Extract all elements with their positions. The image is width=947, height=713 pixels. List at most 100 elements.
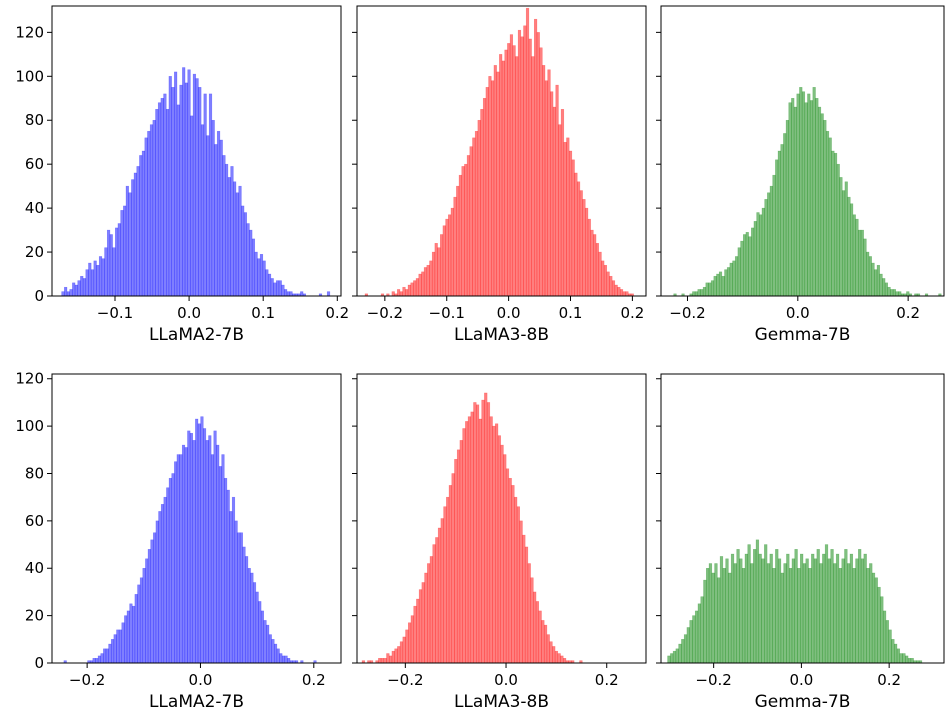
histogram-bar: [866, 251, 870, 296]
histogram-bar: [670, 653, 674, 663]
histogram-bar: [218, 466, 222, 663]
histogram-bar: [184, 82, 188, 296]
histogram-bar: [550, 91, 554, 296]
histogram-bar: [474, 130, 479, 296]
histogram-bar: [98, 256, 103, 296]
histogram-bar: [868, 256, 872, 296]
histogram-bar: [842, 190, 846, 296]
histogram-bar: [822, 553, 826, 663]
histogram-bar: [416, 598, 420, 663]
histogram-bar: [887, 286, 891, 296]
histogram-bar: [711, 572, 715, 663]
histogram-bar: [601, 260, 605, 296]
histogram-bar: [850, 203, 854, 296]
panel-1: −0.1 0.0 0.1 0.2 0 20 40 60 80 100 120 LLaMA2-7B: [15, 5, 349, 345]
histogram-bar: [97, 655, 101, 663]
histogram-bar: [104, 247, 108, 296]
histogram-bar: [124, 615, 128, 663]
histogram-bar: [211, 119, 215, 296]
histogram-bar: [470, 411, 474, 663]
x-axis-label: Gemma-7B: [755, 325, 851, 345]
x-axis-label: LLaMA3-8B: [454, 692, 549, 712]
histogram-bar: [558, 124, 562, 296]
histogram-bar: [446, 496, 450, 663]
histogram-bar: [408, 622, 412, 663]
histogram-bar: [233, 181, 237, 296]
histogram-bar: [431, 251, 436, 296]
histogram-bar: [799, 87, 803, 296]
histogram-bar: [313, 660, 317, 663]
histogram-bar: [509, 34, 514, 296]
histogram-bar: [281, 655, 286, 663]
histogram-bar: [895, 291, 899, 296]
histogram-bar: [783, 563, 787, 663]
histogram-bar: [391, 650, 395, 663]
panel-6: −0.2 0.0 0.2 Gemma-7B: [656, 373, 945, 712]
histogram-bar: [750, 563, 754, 663]
histogram-bar: [519, 520, 523, 663]
histogram-bar: [270, 278, 274, 296]
histogram-bar: [219, 139, 223, 296]
histogram-bar: [507, 43, 511, 296]
histogram-bar: [805, 558, 809, 663]
histogram-bar: [475, 404, 480, 663]
x-tick-label: 0.0: [786, 304, 810, 322]
histogram-bar: [836, 163, 840, 296]
histogram-bar: [879, 273, 883, 296]
histogram-bar: [871, 572, 876, 663]
histogram-bar: [493, 65, 497, 296]
x-tick-label: 0.2: [620, 304, 644, 322]
histogram-bar: [394, 648, 398, 663]
histogram-bar: [541, 620, 545, 663]
histogram-bar: [132, 605, 136, 663]
histogram-bar: [171, 473, 175, 663]
histogram-bar: [706, 568, 710, 663]
histogram-bar: [90, 269, 95, 296]
histogram-bar: [611, 280, 616, 296]
histogram-bar: [489, 416, 493, 663]
x-tick-label: 0.1: [251, 304, 275, 322]
histogram-bar: [496, 71, 500, 296]
x-tick-label: 0.0: [189, 671, 213, 689]
histogram-bar: [849, 553, 854, 663]
histogram-bars: [667, 539, 923, 663]
histogram-bar: [514, 496, 518, 663]
histogram-bar: [251, 238, 256, 296]
histogram-bar: [260, 610, 264, 663]
histogram-bar: [115, 227, 119, 296]
histogram-bar: [440, 518, 444, 663]
histogram-bar: [566, 137, 570, 296]
histogram-bar: [252, 582, 257, 663]
histogram-bar: [415, 278, 420, 296]
histogram-bar: [434, 243, 438, 296]
axes-frame: [660, 5, 945, 297]
histogram-bar: [481, 399, 485, 663]
histogram-bar: [448, 214, 452, 296]
panel-4: −0.2 0.0 0.2 0 20 40 60 80 100 120 LLaMA2-7B: [15, 370, 342, 712]
histogram-bars: [364, 7, 634, 296]
histogram-bar: [497, 435, 501, 663]
histogram-bar: [255, 591, 259, 663]
histogram-bar: [675, 648, 679, 663]
histogram-bar: [777, 558, 782, 663]
histogram-bar: [815, 98, 819, 296]
histogram-bar: [281, 284, 285, 296]
histogram-bar: [543, 624, 548, 663]
histogram-bar: [544, 80, 548, 296]
histogram-bar: [467, 416, 472, 663]
histogram-bar: [890, 289, 894, 296]
histogram-bar: [619, 289, 624, 296]
histogram-bar: [287, 658, 291, 663]
histogram-bar: [163, 93, 167, 296]
histogram-bar: [522, 534, 526, 663]
histogram-bar: [863, 553, 867, 663]
histogram-bar: [492, 425, 496, 663]
histogram-bar: [145, 558, 149, 663]
histogram-bar: [221, 454, 225, 663]
histogram-bar: [833, 563, 837, 663]
histogram-bar: [426, 264, 430, 296]
histogram-bar: [116, 629, 120, 663]
histogram-bar: [729, 262, 733, 296]
histogram-bar: [692, 291, 696, 296]
y-tick-label: 0: [34, 287, 44, 305]
